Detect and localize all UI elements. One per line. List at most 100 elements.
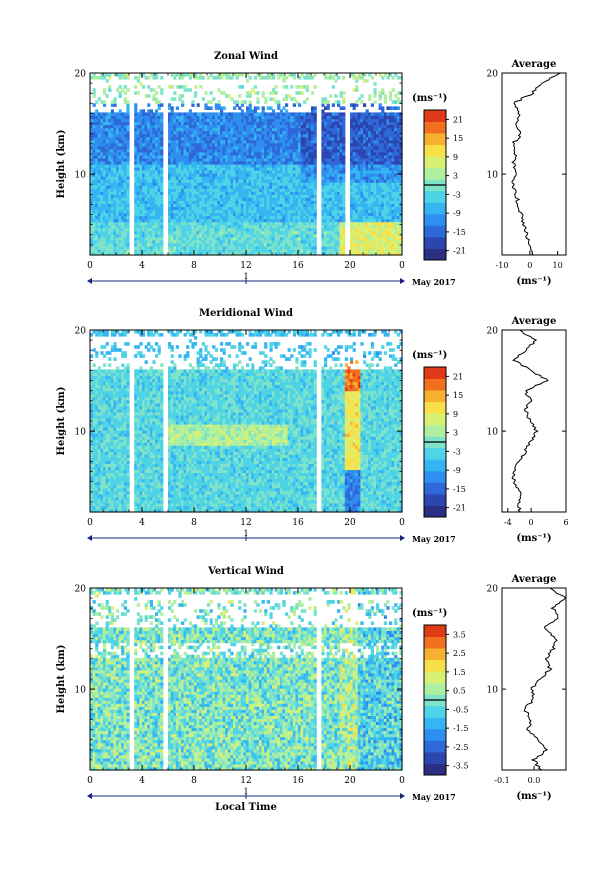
heatmap-cell (95, 130, 99, 135)
heatmap-cell (136, 91, 140, 95)
heatmap-cell (113, 157, 117, 162)
heatmap-cell (134, 227, 138, 232)
heatmap-cell (134, 148, 138, 153)
heatmap-cell (100, 182, 104, 186)
heatmap-cell (97, 136, 101, 141)
heatmap-cell (134, 206, 138, 211)
heatmap-cell (105, 227, 109, 232)
heatmap-cell (256, 91, 260, 95)
heatmap-cell (105, 239, 109, 244)
heatmap-cell (92, 130, 96, 135)
heatmap-cell (100, 139, 104, 144)
heatmap-cell (108, 203, 112, 207)
heatmap-cell (100, 209, 104, 214)
heatmap-cell (90, 127, 94, 132)
heatmap-cell (90, 112, 94, 116)
heatmap-cell (100, 115, 104, 120)
heatmap-cell (116, 200, 120, 204)
heatmap-cell (121, 203, 125, 207)
heatmap-cell (199, 85, 203, 89)
heatmap-cell (113, 115, 117, 120)
heatmap-cell (105, 176, 109, 180)
heatmap-cell (238, 94, 242, 98)
heatmap-cell (105, 242, 109, 247)
heatmap-cell (123, 118, 127, 123)
heatmap-cell (136, 236, 140, 241)
heatmap-cell (136, 221, 140, 226)
heatmap-cell (110, 170, 114, 174)
heatmap-cell (272, 73, 276, 77)
heatmap-cell (118, 182, 122, 186)
heatmap-cell (97, 154, 101, 159)
heatmap-cell (123, 139, 127, 144)
heatmap-cell (235, 100, 239, 104)
heatmap-cell (123, 124, 127, 129)
heatmap-cell (126, 157, 130, 162)
heatmap-cell (285, 85, 289, 89)
heatmap-cell (97, 227, 101, 232)
heatmap-cell (100, 197, 104, 201)
heatmap-cell (123, 191, 127, 195)
heatmap-cell (92, 188, 96, 192)
heatmap-cell (90, 245, 94, 250)
heatmap-cell (194, 91, 198, 95)
heatmap-cell (116, 248, 120, 253)
heatmap-cell (123, 100, 127, 104)
heatmap-cell (142, 85, 146, 89)
heatmap-cell (126, 203, 130, 207)
heatmap-cell (126, 154, 130, 159)
heatmap-cell (160, 215, 164, 220)
heatmap-cell (97, 218, 101, 223)
heatmap-cell (337, 100, 341, 104)
heatmap-cell (116, 148, 120, 153)
heatmap-cell (105, 230, 109, 235)
heatmap-cell (113, 209, 117, 214)
heatmap-cell (123, 148, 127, 153)
heatmap-cell (313, 124, 317, 129)
heatmap-cell (110, 118, 114, 123)
heatmap-cell (92, 118, 96, 123)
heatmap-cell (292, 73, 296, 77)
heatmap-cell (100, 194, 104, 198)
heatmap-cell (95, 136, 99, 141)
heatmap-cell (160, 161, 164, 165)
heatmap-cell (108, 157, 112, 162)
heatmap-cell (118, 164, 122, 168)
heatmap-cell (100, 124, 104, 129)
heatmap-cell (95, 142, 99, 147)
heatmap-cell (116, 161, 120, 165)
heatmap-cell (126, 224, 130, 229)
heatmap-cell (116, 197, 120, 201)
heatmap-cell (136, 224, 140, 229)
heatmap-cell (113, 248, 117, 253)
heatmap-cell (113, 221, 117, 226)
heatmap-cell (97, 148, 101, 153)
heatmap-cell (116, 124, 120, 129)
heatmap-cell (118, 252, 122, 256)
heatmap-cell (97, 167, 101, 171)
heatmap-cell (118, 148, 122, 153)
heatmap-cell (100, 218, 104, 223)
heatmap-cell (123, 252, 127, 256)
heatmap-cell (105, 224, 109, 229)
heatmap-cell (110, 230, 114, 235)
heatmap-cell (342, 170, 346, 174)
heatmap-cell (160, 142, 164, 147)
heatmap-cell (126, 151, 130, 156)
heatmap-cell (113, 179, 117, 183)
heatmap-cell (334, 79, 338, 83)
heatmap-cell (103, 112, 107, 116)
heatmap-cell (126, 161, 130, 165)
heatmap-cell (92, 115, 96, 120)
heatmap-cell (95, 157, 99, 162)
heatmap-cell (110, 157, 114, 162)
heatmap-cell (116, 245, 120, 250)
heatmap-cell (118, 145, 122, 150)
heatmap-cell (121, 245, 125, 250)
heatmap-cell (113, 145, 117, 150)
heatmap-cell (90, 154, 94, 159)
heatmap-cell (103, 73, 107, 77)
heatmap-cell (103, 170, 107, 174)
heatmap-cell (100, 151, 104, 156)
